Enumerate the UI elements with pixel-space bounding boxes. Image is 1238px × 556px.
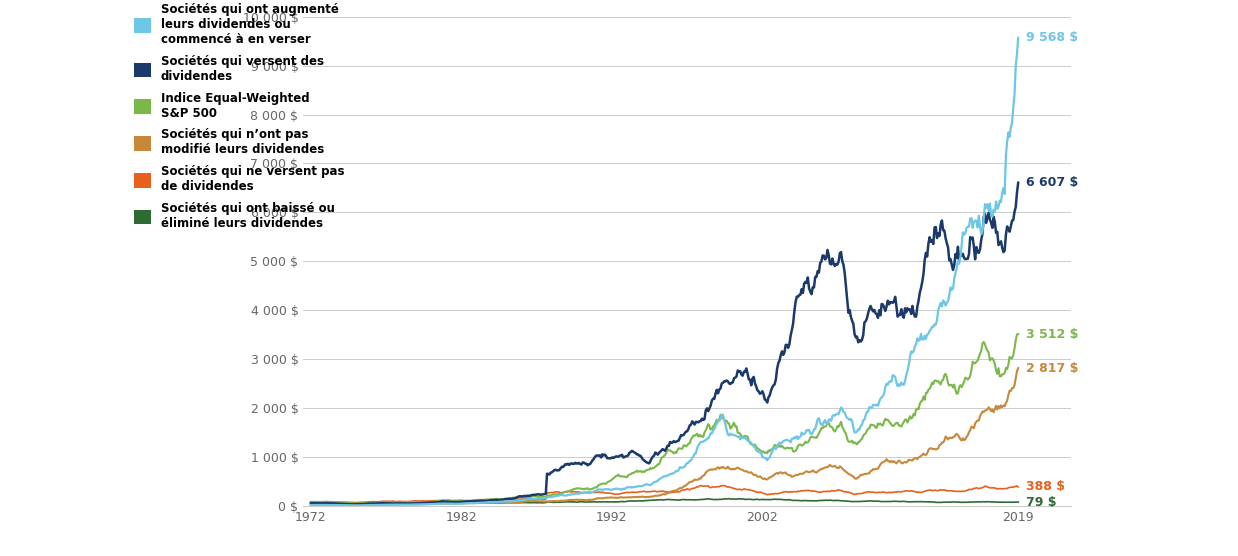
Text: 3 512 $: 3 512 $ [1026, 327, 1078, 341]
Text: 9 568 $: 9 568 $ [1026, 31, 1078, 44]
Text: 6 607 $: 6 607 $ [1026, 176, 1078, 189]
Text: 2 817 $: 2 817 $ [1026, 361, 1078, 375]
Text: 388 $: 388 $ [1026, 480, 1065, 494]
Text: 79 $: 79 $ [1026, 495, 1056, 509]
Legend: Sociétés qui ont augmenté
leurs dividendes ou
commencé à en verser, Sociétés qui: Sociétés qui ont augmenté leurs dividend… [129, 0, 349, 235]
